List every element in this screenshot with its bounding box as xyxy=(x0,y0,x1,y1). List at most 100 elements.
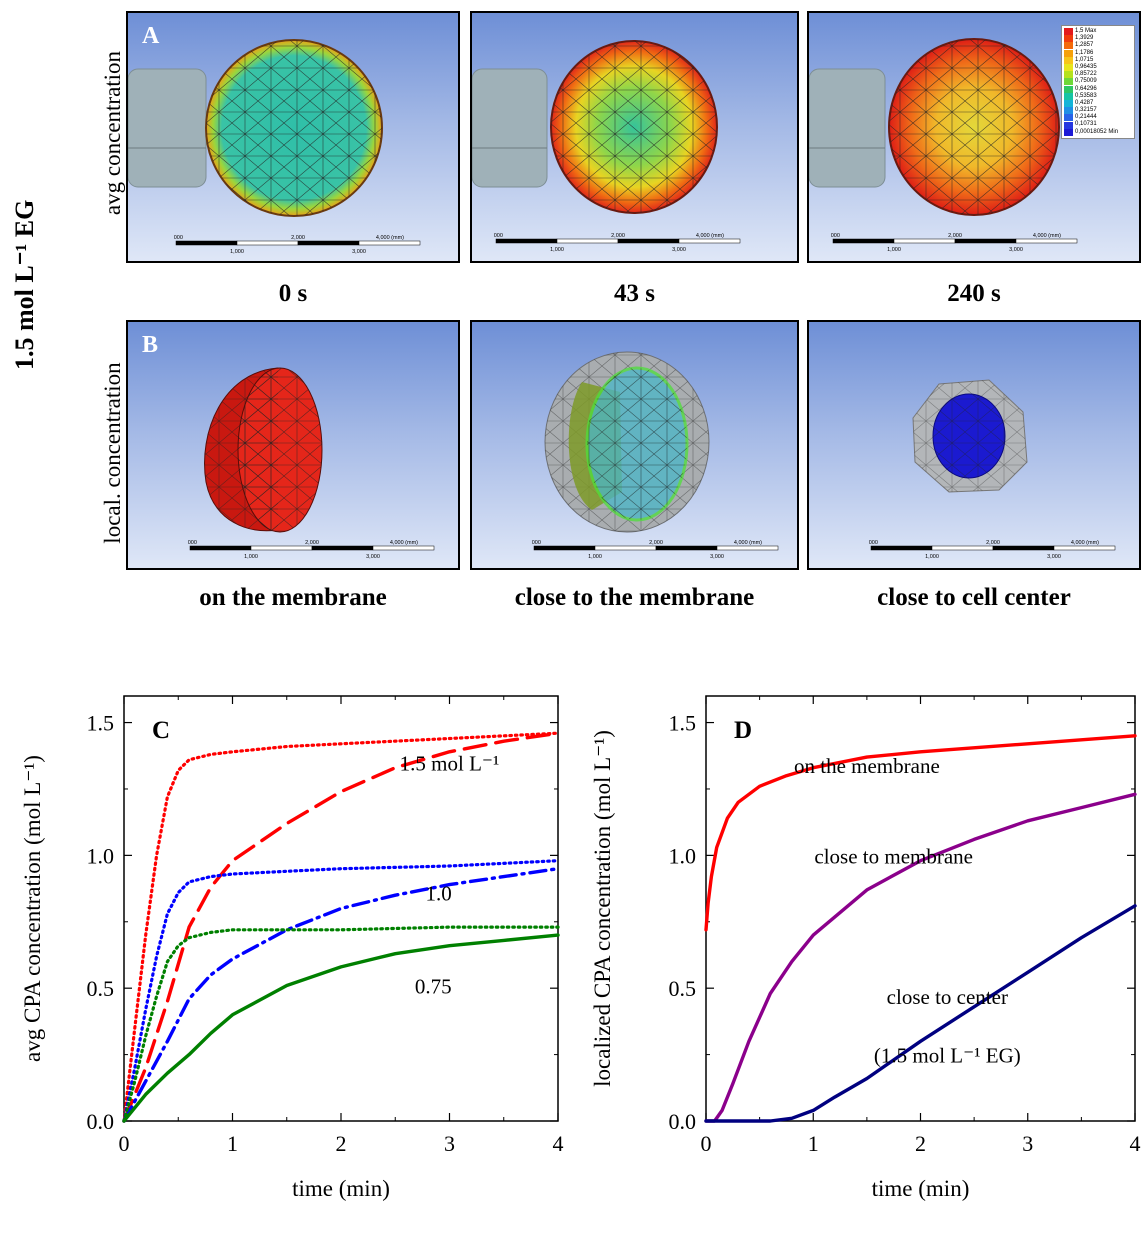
series-line-0 xyxy=(704,734,1137,932)
scale-tick-label: 2,000 xyxy=(291,235,305,241)
legend-swatch xyxy=(1064,78,1073,86)
legend-row: 0,10731 xyxy=(1064,121,1132,129)
caption-a-2: 240 s xyxy=(947,280,1001,307)
legend-value: 0,32157 xyxy=(1075,107,1097,114)
legend-swatch xyxy=(1064,121,1073,129)
legend-row: 1,3929 xyxy=(1064,35,1132,43)
scale-tick-label: 1,000 xyxy=(925,554,939,560)
y-tick-label: 1.5 xyxy=(669,711,697,736)
series-line-1 xyxy=(122,731,560,1123)
chart-c: 0 1 2 3 4 0.0 0.5 1.0 1.5 time (min) avg CPA conce… xyxy=(20,695,564,1201)
legend-row: 1,1786 xyxy=(1064,50,1132,57)
series-line-3 xyxy=(122,867,560,1123)
scale-tick-label: 2,000 xyxy=(305,540,319,546)
legend-value: 0,75009 xyxy=(1075,78,1097,85)
series-line-1 xyxy=(704,792,1137,1123)
series-line-5 xyxy=(122,933,560,1123)
x-tick-label: 4 xyxy=(553,1131,564,1156)
x-tick-label: 2 xyxy=(336,1131,347,1156)
legend-swatch xyxy=(1064,85,1073,93)
y-tick-label: 0.0 xyxy=(669,1109,697,1134)
scale-tick-label: 2,000 xyxy=(948,233,962,239)
panel-b-close-membrane: 0,000 2,000 4,000 (mm) 1,000 3,000 xyxy=(470,320,799,570)
y-tick-label: 1.5 xyxy=(87,711,115,736)
cell-center-render xyxy=(912,379,1028,493)
annotation: close to membrane xyxy=(814,844,973,868)
legend-value: 0,10731 xyxy=(1075,121,1097,128)
panel-a-240s: 1,5 Max 1,3929 1,2857 1,1786 1,0715 0,96435 0,… xyxy=(807,11,1141,263)
legend-row: 0,75009 xyxy=(1064,78,1132,86)
scale-tick-label: 1,000 xyxy=(887,247,901,253)
scale-tick-label: 0,000 xyxy=(174,235,183,241)
scale-tick-label: 1,000 xyxy=(588,554,602,560)
x-tick-label: 3 xyxy=(444,1131,455,1156)
scale-tick-label: 3,000 xyxy=(710,554,724,560)
cell-240s-render xyxy=(809,38,1060,216)
y-tick-label: 0.5 xyxy=(669,976,697,1001)
caption-a-1: 43 s xyxy=(614,280,655,307)
panel-a-label: A xyxy=(142,23,160,49)
scale-tick-label: 4,000 (mm) xyxy=(390,540,418,546)
scale-tick-label: 0,000 xyxy=(494,233,503,239)
y-tick-label: 0.0 xyxy=(87,1109,115,1134)
chart-d: 0 1 2 3 4 0.0 0.5 1.0 1.5 time (min) localized CPA… xyxy=(590,695,1141,1201)
x-axis-label: time (min) xyxy=(872,1176,970,1201)
legend-swatch xyxy=(1064,35,1073,43)
scale-tick-label: 0,000 xyxy=(532,540,541,546)
legend-swatch xyxy=(1064,42,1073,50)
x-tick-label: 4 xyxy=(1130,1131,1141,1156)
legend-swatch xyxy=(1064,56,1073,64)
legend-row: 0,85722 xyxy=(1064,71,1132,79)
legend-value: 0,53583 xyxy=(1075,92,1097,99)
scale-bar: 0,000 2,000 4,000 (mm) 1,000 3,000 xyxy=(174,235,421,255)
scale-tick-label: 2,000 xyxy=(986,540,1000,546)
scale-bar: 0,000 2,000 4,000 (mm) 1,000 3,000 xyxy=(831,233,1078,253)
legend-value: 0,96435 xyxy=(1075,63,1097,70)
y-tick-label: 1.0 xyxy=(669,843,697,868)
scale-tick-label: 4,000 (mm) xyxy=(1071,540,1099,546)
legend-value: 1,3929 xyxy=(1075,35,1094,42)
scale-tick-label: 4,000 (mm) xyxy=(376,235,404,241)
panel-a-0s: A 0,000 2,000 4,000 (mm) 1,000 3,000 xyxy=(126,11,460,263)
x-tick-label: 0 xyxy=(119,1131,130,1156)
side-label: 1.5 mol L⁻¹ EG xyxy=(10,199,39,370)
cell-0s-render xyxy=(128,39,383,217)
x-tick-label: 0 xyxy=(701,1131,712,1156)
legend-swatch xyxy=(1064,71,1073,79)
caption-b-1: close to the membrane xyxy=(514,584,755,611)
legend-swatch xyxy=(1064,107,1073,115)
legend-swatch xyxy=(1064,114,1073,122)
legend-value: 1,2857 xyxy=(1075,42,1094,49)
legend-value: 1,0715 xyxy=(1075,56,1094,63)
legend-row: 1,0715 xyxy=(1064,57,1132,64)
legend-swatch xyxy=(1064,128,1073,136)
scale-bar: 0,000 2,000 4,000 (mm) 1,000 3,000 xyxy=(869,540,1116,560)
scale-tick-label: 1,000 xyxy=(230,249,244,255)
y-axis-label: avg CPA concentration (mol L⁻¹) xyxy=(20,755,45,1062)
x-tick-label: 2 xyxy=(915,1131,926,1156)
scale-tick-label: 4,000 (mm) xyxy=(1033,233,1061,239)
annotation: close to center xyxy=(887,985,1008,1009)
legend-row: 0,64296 xyxy=(1064,86,1132,93)
series-line-0 xyxy=(122,731,560,1123)
caption-b-2: close to cell center xyxy=(877,584,1071,611)
panel-a-43s: 0,000 2,000 4,000 (mm) 1,000 3,000 xyxy=(470,11,799,263)
cell-43s-render xyxy=(472,40,718,214)
legend-row: 0,00018052 Min xyxy=(1064,129,1132,136)
legend-value: 1,5 Max xyxy=(1075,28,1097,34)
y-axis-label: localized CPA concentration (mol L⁻¹) xyxy=(590,730,615,1087)
scale-tick-label: 3,000 xyxy=(366,554,380,560)
legend-row: 0,4287 xyxy=(1064,100,1132,107)
panel-b-label: B xyxy=(142,332,159,358)
legend-value: 0,00018052 Min xyxy=(1075,128,1119,135)
x-tick-label: 3 xyxy=(1022,1131,1033,1156)
scale-tick-label: 2,000 xyxy=(649,540,663,546)
chart-panel-label: C xyxy=(152,717,170,744)
scale-tick-label: 3,000 xyxy=(1009,247,1023,253)
legend-row: 0,32157 xyxy=(1064,107,1132,115)
legend-row: 0,53583 xyxy=(1064,93,1132,100)
scale-tick-label: 3,000 xyxy=(672,247,686,253)
scale-tick-label: 0,000 xyxy=(831,233,840,239)
row-b-label: local. concentration xyxy=(100,362,125,544)
legend-row: 1,5 Max xyxy=(1064,28,1132,36)
